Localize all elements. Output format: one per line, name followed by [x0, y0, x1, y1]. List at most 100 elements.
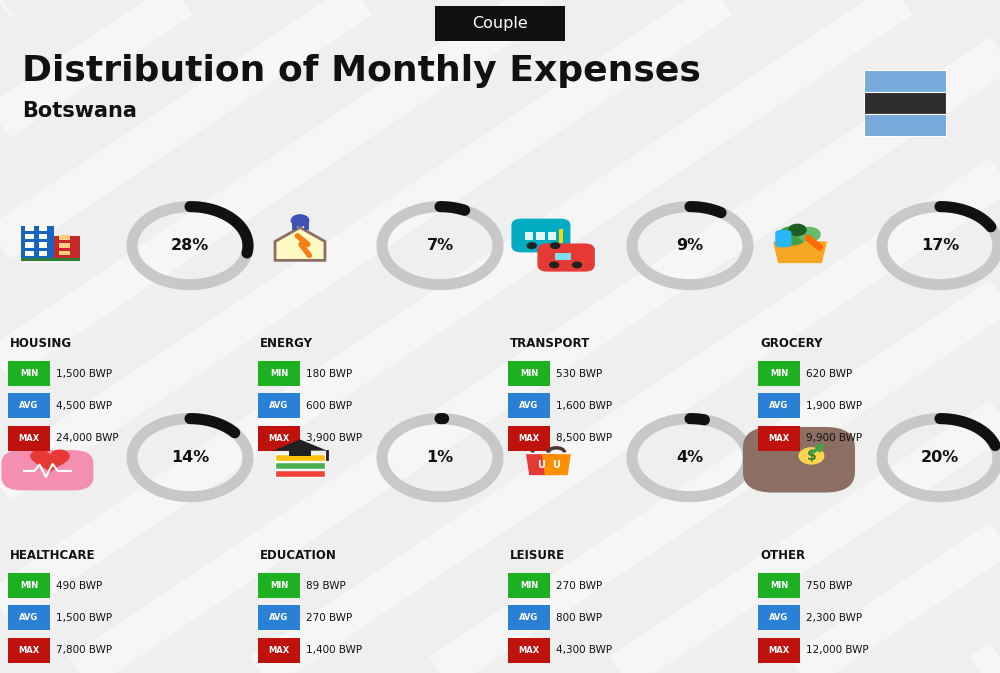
Text: 7%: 7% — [426, 238, 454, 253]
Text: Distribution of Monthly Expenses: Distribution of Monthly Expenses — [22, 54, 701, 87]
Text: MIN: MIN — [20, 581, 38, 590]
Text: 800 BWP: 800 BWP — [556, 613, 602, 623]
FancyBboxPatch shape — [864, 70, 946, 92]
FancyBboxPatch shape — [435, 6, 565, 41]
FancyBboxPatch shape — [258, 361, 300, 386]
FancyBboxPatch shape — [758, 606, 800, 630]
Text: MIN: MIN — [770, 581, 788, 590]
Text: MIN: MIN — [520, 581, 538, 590]
Text: 1,600 BWP: 1,600 BWP — [556, 401, 612, 411]
Circle shape — [798, 447, 824, 464]
Circle shape — [788, 223, 807, 236]
FancyBboxPatch shape — [275, 462, 325, 469]
FancyBboxPatch shape — [258, 638, 300, 662]
Circle shape — [291, 214, 309, 227]
FancyBboxPatch shape — [511, 219, 570, 252]
Text: MIN: MIN — [770, 369, 788, 378]
FancyBboxPatch shape — [258, 393, 300, 418]
FancyBboxPatch shape — [758, 426, 800, 451]
Text: AVG: AVG — [519, 401, 539, 411]
Text: 3,900 BWP: 3,900 BWP — [306, 433, 362, 443]
Text: 600 BWP: 600 BWP — [306, 401, 352, 411]
Text: 89 BWP: 89 BWP — [306, 581, 346, 590]
Circle shape — [572, 261, 582, 269]
Text: 24,000 BWP: 24,000 BWP — [56, 433, 119, 443]
FancyBboxPatch shape — [54, 236, 80, 261]
Text: 1,500 BWP: 1,500 BWP — [56, 369, 112, 378]
Polygon shape — [275, 227, 325, 260]
Text: 1,500 BWP: 1,500 BWP — [56, 613, 112, 623]
FancyBboxPatch shape — [864, 114, 946, 136]
FancyBboxPatch shape — [39, 242, 47, 248]
Polygon shape — [773, 242, 827, 263]
FancyBboxPatch shape — [508, 393, 550, 418]
Text: 14%: 14% — [171, 450, 209, 465]
FancyBboxPatch shape — [258, 426, 300, 451]
Text: MIN: MIN — [270, 581, 288, 590]
Text: GROCERY: GROCERY — [760, 336, 822, 350]
Text: Botswana: Botswana — [22, 101, 137, 121]
FancyBboxPatch shape — [508, 573, 550, 598]
Text: AVG: AVG — [769, 613, 789, 623]
FancyBboxPatch shape — [536, 232, 545, 240]
FancyBboxPatch shape — [275, 454, 325, 462]
Text: U: U — [537, 460, 545, 470]
FancyBboxPatch shape — [39, 234, 47, 240]
Text: 180 BWP: 180 BWP — [306, 369, 352, 378]
FancyBboxPatch shape — [743, 427, 855, 493]
FancyBboxPatch shape — [758, 638, 800, 662]
FancyBboxPatch shape — [508, 638, 550, 662]
FancyBboxPatch shape — [508, 606, 550, 630]
Text: ENERGY: ENERGY — [260, 336, 313, 350]
Text: HEALTHCARE: HEALTHCARE — [10, 548, 96, 562]
Polygon shape — [526, 454, 555, 475]
Text: MAX: MAX — [18, 433, 40, 443]
Text: U: U — [552, 460, 560, 470]
Circle shape — [527, 242, 537, 249]
FancyBboxPatch shape — [8, 573, 50, 598]
Text: AVG: AVG — [19, 613, 39, 623]
FancyBboxPatch shape — [25, 242, 34, 248]
Text: 8,500 BWP: 8,500 BWP — [556, 433, 612, 443]
Circle shape — [550, 242, 560, 249]
Text: 1,900 BWP: 1,900 BWP — [806, 401, 862, 411]
FancyBboxPatch shape — [258, 573, 300, 598]
FancyBboxPatch shape — [275, 470, 325, 477]
Text: 4,500 BWP: 4,500 BWP — [56, 401, 112, 411]
FancyBboxPatch shape — [8, 361, 50, 386]
FancyBboxPatch shape — [25, 234, 34, 240]
Text: 750 BWP: 750 BWP — [806, 581, 852, 590]
Text: AVG: AVG — [519, 613, 539, 623]
Text: MIN: MIN — [270, 369, 288, 378]
Text: 9,900 BWP: 9,900 BWP — [806, 433, 862, 443]
Text: 9%: 9% — [676, 238, 704, 253]
FancyBboxPatch shape — [8, 393, 50, 418]
Text: $: $ — [807, 449, 816, 463]
FancyBboxPatch shape — [508, 361, 550, 386]
FancyBboxPatch shape — [25, 225, 34, 231]
FancyBboxPatch shape — [559, 229, 563, 243]
Text: 620 BWP: 620 BWP — [806, 369, 852, 378]
FancyBboxPatch shape — [39, 225, 47, 231]
Text: EDUCATION: EDUCATION — [260, 548, 337, 562]
FancyBboxPatch shape — [8, 606, 50, 630]
FancyBboxPatch shape — [25, 250, 34, 256]
Text: MIN: MIN — [20, 369, 38, 378]
FancyBboxPatch shape — [258, 606, 300, 630]
Text: MIN: MIN — [520, 369, 538, 378]
Text: MAX: MAX — [18, 645, 40, 655]
Circle shape — [778, 226, 807, 246]
FancyBboxPatch shape — [775, 230, 791, 247]
Text: AVG: AVG — [269, 401, 289, 411]
FancyBboxPatch shape — [39, 250, 47, 256]
FancyBboxPatch shape — [525, 232, 533, 240]
FancyBboxPatch shape — [758, 393, 800, 418]
FancyBboxPatch shape — [548, 232, 556, 240]
Polygon shape — [273, 439, 327, 451]
Text: AVG: AVG — [769, 401, 789, 411]
FancyBboxPatch shape — [59, 235, 70, 240]
FancyBboxPatch shape — [59, 243, 70, 248]
FancyBboxPatch shape — [555, 252, 571, 260]
Text: 1,400 BWP: 1,400 BWP — [306, 645, 362, 655]
Text: 12,000 BWP: 12,000 BWP — [806, 645, 869, 655]
